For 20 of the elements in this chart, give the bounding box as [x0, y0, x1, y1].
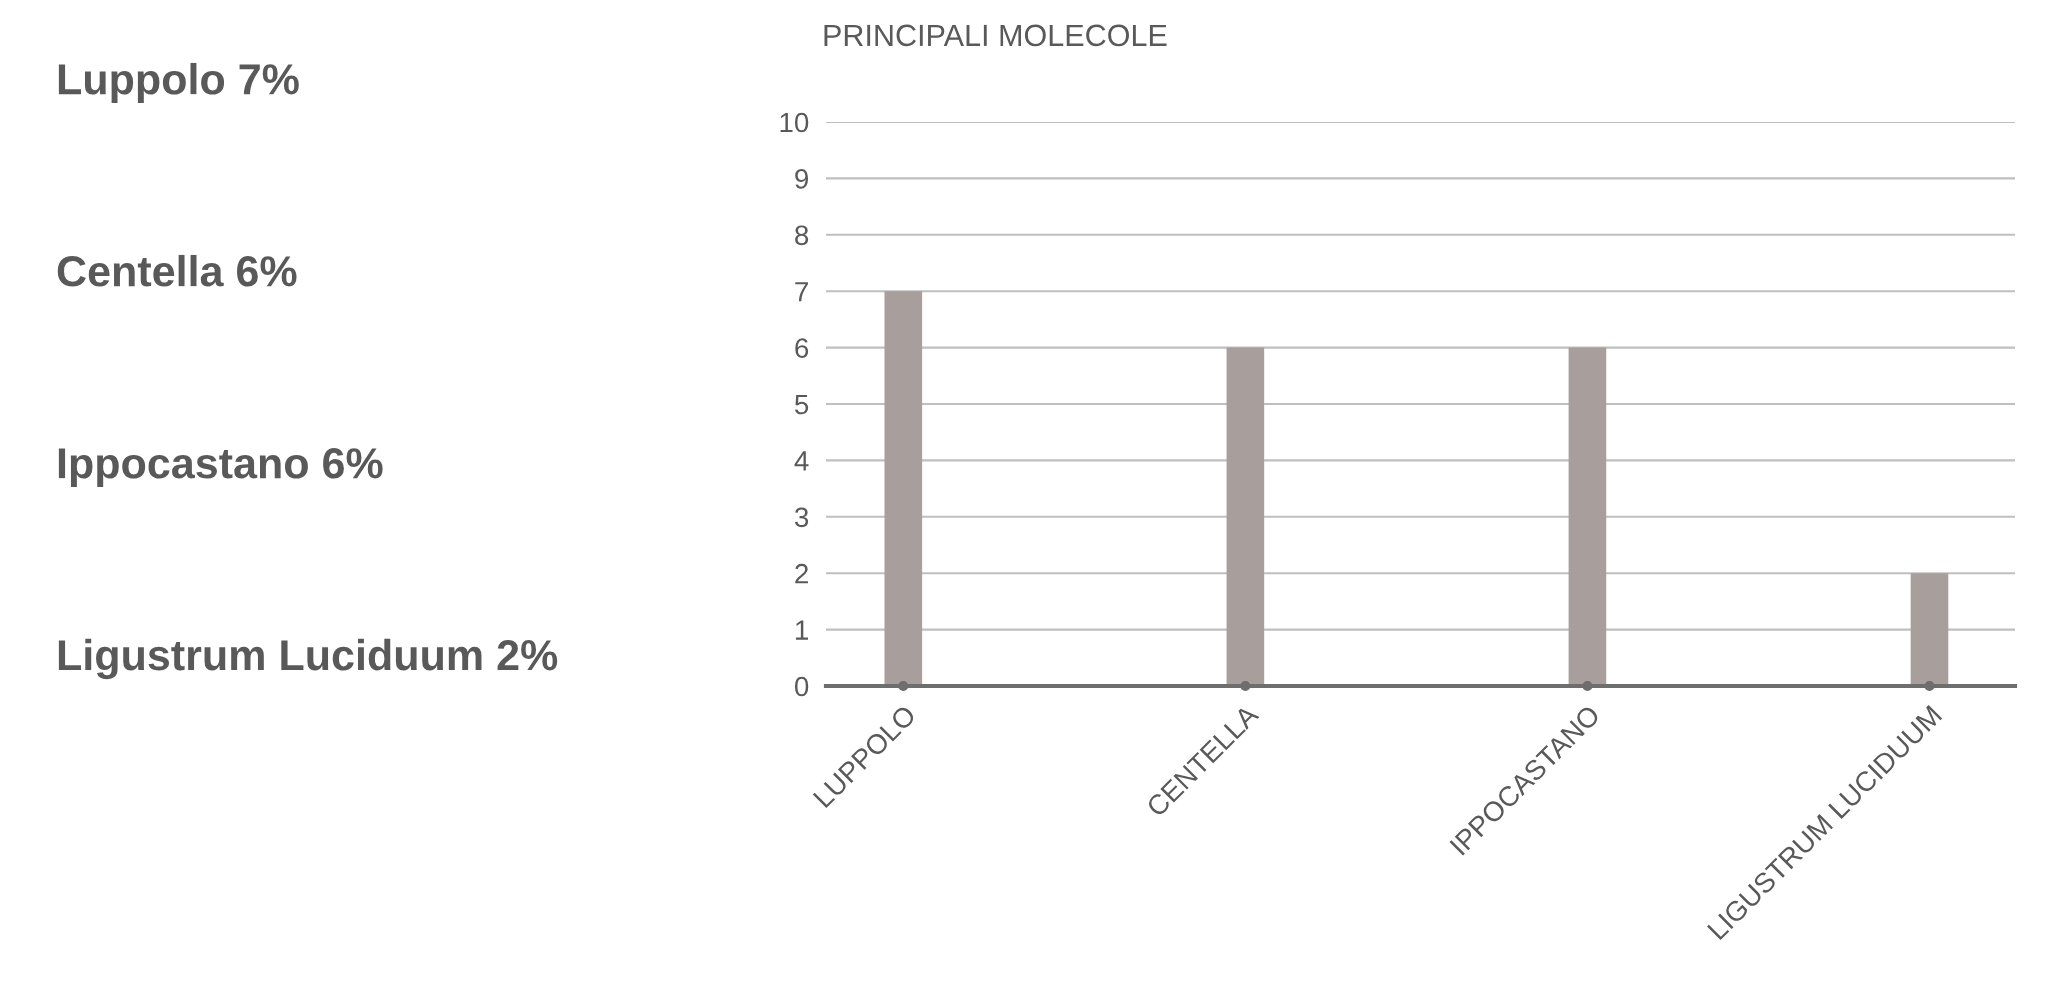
y-tick-label: 1	[796, 620, 808, 640]
y-tick-label: 8	[795, 225, 809, 246]
bar	[1910, 573, 1949, 686]
y-tick-label: 3	[794, 507, 809, 528]
y-tick-label: 7	[795, 282, 808, 302]
text: Ippocastano 6%	[58, 448, 383, 488]
y-tick-label: 2	[795, 563, 808, 584]
bar	[1568, 347, 1607, 686]
y-tick-label: 4	[794, 451, 809, 471]
y-tick-label: 5	[795, 394, 809, 415]
y-tick-label: 0	[794, 676, 809, 697]
bar	[1226, 347, 1265, 686]
bar	[884, 291, 923, 686]
y-tick-label: 10	[780, 112, 809, 133]
text: Ligustrum Luciduum 2%	[58, 638, 558, 680]
chart-title: PRINCIPALI MOLECOLE	[824, 24, 1167, 47]
text: Luppolo 7%	[58, 62, 299, 104]
text: Centella 6%	[57, 254, 297, 287]
y-tick-label: 9	[795, 169, 809, 189]
y-tick-label: 6	[795, 338, 809, 358]
